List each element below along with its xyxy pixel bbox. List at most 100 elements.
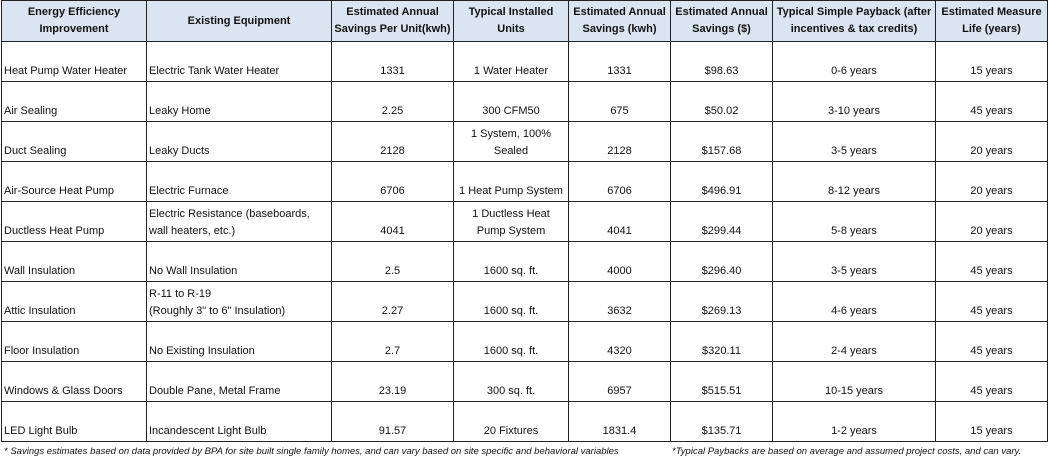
table-cell: 20 years [935, 201, 1048, 242]
table-cell: Leaky Home [146, 81, 332, 122]
table-cell: $515.51 [670, 361, 773, 402]
table-cell: 6706 [331, 161, 454, 202]
footnote: *Typical Paybacks are based on average a… [672, 446, 1022, 457]
table-cell: Electric Tank Water Heater [146, 41, 332, 82]
table-row: Air-Source Heat Pump Electric Furnace 6706… [1, 161, 1048, 202]
table-cell: 91.57 [331, 401, 454, 442]
header-row: Energy Efficiency Improvement Existing Eq… [1, 0, 1048, 42]
table-cell: 3-10 years [772, 81, 936, 122]
table-cell: Windows & Glass Doors [1, 361, 147, 402]
table-cell: $269.13 [670, 281, 773, 322]
table-cell: 20 years [935, 161, 1048, 202]
table-cell: 23.19 [331, 361, 454, 402]
table-cell: 300 CFM50 [453, 81, 569, 122]
table-cell: R-11 to R-19 (Roughly 3" to 6" Insulatio… [146, 281, 332, 322]
table-cell: Electric Resistance (baseboards, wall he… [146, 201, 332, 242]
table-cell: Double Pane, Metal Frame [146, 361, 332, 402]
table-cell: 10-15 years [772, 361, 936, 402]
table-cell: Attic Insulation [1, 281, 147, 322]
table-cell: $135.71 [670, 401, 773, 442]
table-cell: Air-Source Heat Pump [1, 161, 147, 202]
table-cell: 2.27 [331, 281, 454, 322]
table-cell: 45 years [935, 361, 1048, 402]
table-cell: LED Light Bulb [1, 401, 147, 442]
table-row: Air Sealing Leaky Home 2.25 300 CFM50 675 $50… [1, 81, 1048, 122]
table-cell: 1 Ductless Heat Pump System [453, 201, 569, 242]
table-cell: 15 years [935, 401, 1048, 442]
table-cell: Incandescent Light Bulb [146, 401, 332, 442]
table-cell: 4-6 years [772, 281, 936, 322]
table-body: Heat Pump Water Heater Electric Tank Wate… [1, 41, 1048, 442]
table-cell: Floor Insulation [1, 321, 147, 362]
table-cell: 2128 [331, 121, 454, 162]
table-cell: 5-8 years [772, 201, 936, 242]
table-cell: 1600 sq. ft. [453, 281, 569, 322]
table-cell: 15 years [935, 41, 1048, 82]
table-cell: Heat Pump Water Heater [1, 41, 147, 82]
table-cell: 2128 [568, 121, 671, 162]
table-cell: Electric Furnace [146, 161, 332, 202]
table-cell: 1600 sq. ft. [453, 241, 569, 282]
table-row: Floor Insulation No Existing Insulation 2.… [1, 321, 1048, 362]
table-cell: $98.63 [670, 41, 773, 82]
table-cell: Air Sealing [1, 81, 147, 122]
table-cell: 2.5 [331, 241, 454, 282]
table-cell: 4041 [331, 201, 454, 242]
column-header: Energy Efficiency Improvement [1, 0, 147, 42]
table-cell: 0-6 years [772, 41, 936, 82]
table-cell: 1831.4 [568, 401, 671, 442]
table-cell: 3-5 years [772, 121, 936, 162]
table-row: Duct Sealing Leaky Ducts 2128 1 System, 100… [1, 121, 1048, 162]
table-cell: 1 Water Heater [453, 41, 569, 82]
table-cell: 45 years [935, 321, 1048, 362]
table-cell: Ductless Heat Pump [1, 201, 147, 242]
table-cell: $50.02 [670, 81, 773, 122]
table-cell: 1-2 years [772, 401, 936, 442]
table-cell: 300 sq. ft. [453, 361, 569, 402]
table-row: Wall Insulation No Wall Insulation 2.5 1600… [1, 241, 1048, 282]
table-cell: 1331 [331, 41, 454, 82]
table-cell: 8-12 years [772, 161, 936, 202]
column-header: Typical Simple Payback (after incentives… [772, 0, 936, 42]
table-cell: Duct Sealing [1, 121, 147, 162]
table-cell: 675 [568, 81, 671, 122]
table-row: LED Light Bulb Incandescent Light Bulb 91.… [1, 401, 1048, 442]
column-header: Existing Equipment [146, 0, 332, 42]
table-cell: 1 Heat Pump System [453, 161, 569, 202]
footnote: * Savings estimates based on data provid… [4, 446, 619, 457]
table-cell: $496.91 [670, 161, 773, 202]
table-row: Heat Pump Water Heater Electric Tank Wate… [1, 41, 1048, 82]
table-cell: 45 years [935, 281, 1048, 322]
table-cell: 2-4 years [772, 321, 936, 362]
table-row: Windows & Glass Doors Double Pane, Metal … [1, 361, 1048, 402]
table-cell: 45 years [935, 81, 1048, 122]
table-row: Attic Insulation R-11 to R-19 (Roughly 3"… [1, 281, 1048, 322]
table-cell: 3-5 years [772, 241, 936, 282]
table-cell: 4000 [568, 241, 671, 282]
table-cell: No Wall Insulation [146, 241, 332, 282]
table-cell: 20 years [935, 121, 1048, 162]
table-cell: 4320 [568, 321, 671, 362]
column-header: Estimated Annual Savings Per Unit(kwh) [331, 0, 454, 42]
table-cell: 20 Fixtures [453, 401, 569, 442]
table-row: Ductless Heat Pump Electric Resistance (b… [1, 201, 1048, 242]
column-header: Estimated Annual Savings ($) [670, 0, 773, 42]
table-cell: Leaky Ducts [146, 121, 332, 162]
table-cell: $157.68 [670, 121, 773, 162]
table-cell: $296.40 [670, 241, 773, 282]
data-table: Energy Efficiency Improvement Existing Eq… [1, 0, 1048, 442]
column-header: Estimated Annual Savings (kwh) [568, 0, 671, 42]
table-cell: $320.11 [670, 321, 773, 362]
table-cell: 1331 [568, 41, 671, 82]
table-cell: 6706 [568, 161, 671, 202]
table-cell: 1 System, 100% Sealed [453, 121, 569, 162]
table-cell: 6957 [568, 361, 671, 402]
table-cell: $299.44 [670, 201, 773, 242]
table-cell: 3632 [568, 281, 671, 322]
table-cell: 1600 sq. ft. [453, 321, 569, 362]
table-cell: Wall Insulation [1, 241, 147, 282]
column-header: Estimated Measure Life (years) [935, 0, 1048, 42]
table-cell: No Existing Insulation [146, 321, 332, 362]
table-cell: 2.7 [331, 321, 454, 362]
